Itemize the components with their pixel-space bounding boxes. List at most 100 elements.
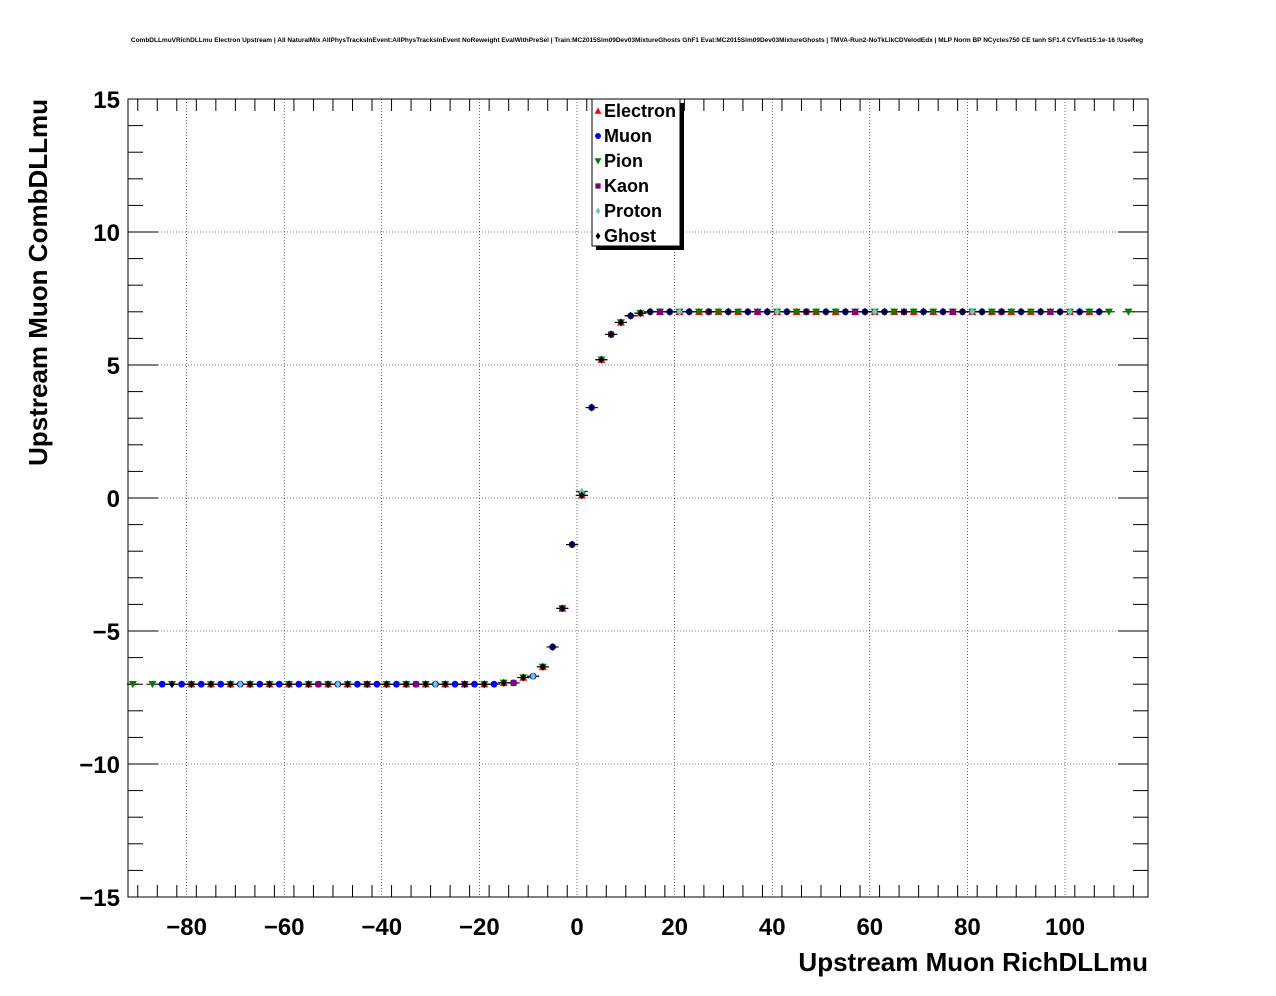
- legend-entry-pion: Pion: [594, 151, 643, 171]
- data-point-ghost: [901, 307, 907, 316]
- data-point-ghost: [266, 680, 273, 689]
- data-point-pion: [909, 308, 918, 316]
- data-point-proton: [335, 680, 341, 689]
- data-point-pion: [1007, 308, 1016, 316]
- data-point-muon: [393, 680, 400, 688]
- data-point-kaon: [510, 679, 517, 686]
- data-point-ghost: [598, 355, 605, 364]
- data-point-muon: [158, 680, 166, 688]
- data-point-pion: [695, 308, 704, 316]
- x-tick-label: −20: [459, 914, 500, 941]
- x-tick-label: −40: [361, 914, 402, 941]
- data-point-ghost: [618, 318, 624, 327]
- data-point-proton: [871, 307, 878, 316]
- data-point-ghost: [998, 307, 1005, 316]
- data-point-ghost: [705, 307, 712, 316]
- x-tick-label: 100: [1045, 914, 1085, 941]
- data-point-ghost: [305, 680, 312, 689]
- data-point-ghost: [979, 307, 985, 316]
- y-tick-label: −5: [93, 619, 120, 646]
- data-point-ghost: [481, 680, 488, 689]
- data-point-ghost: [1057, 307, 1063, 316]
- legend-box: [591, 98, 681, 247]
- data-point-ghost: [940, 307, 946, 316]
- data-point-muon: [178, 680, 186, 688]
- data-point-muon: [217, 680, 225, 688]
- legend-marker-muon: [595, 133, 601, 139]
- data-point-ghost: [383, 680, 390, 689]
- data-point-muon: [256, 680, 264, 688]
- data-point-ghost: [627, 311, 634, 320]
- data-point-pion: [1026, 308, 1035, 316]
- data-point-proton: [676, 307, 683, 316]
- data-point-muon: [373, 680, 381, 688]
- y-tick-label: 0: [107, 486, 120, 513]
- series-electron: [185, 307, 1096, 688]
- data-point-pion: [812, 308, 821, 316]
- legend-marker-electron: [594, 107, 602, 114]
- data-point-muon: [451, 680, 459, 688]
- y-tick-label: 5: [107, 353, 120, 380]
- data-point-ghost: [745, 307, 751, 316]
- data-point-ghost: [686, 307, 693, 316]
- x-tick-label: 60: [856, 914, 883, 941]
- chart-title: CombDLLmuVRichDLLmu Electron Upstream | …: [131, 37, 1143, 44]
- data-point-ghost: [247, 680, 253, 689]
- data-point-ghost: [823, 307, 829, 316]
- data-point-ghost: [286, 680, 292, 689]
- legend-entry-ghost: Ghost: [595, 226, 656, 246]
- data-point-ghost: [500, 678, 507, 687]
- data-point-ghost: [540, 662, 546, 671]
- data-point-ghost: [764, 307, 771, 316]
- data-point-ghost: [784, 307, 790, 316]
- legend-label: Proton: [604, 201, 662, 221]
- data-point-ghost: [862, 307, 868, 316]
- data-point-ghost: [422, 680, 429, 689]
- y-tick-label: −10: [79, 752, 120, 779]
- legend-label: Pion: [604, 151, 643, 171]
- data-point-ghost: [1018, 307, 1024, 316]
- data-point-muon: [197, 680, 205, 688]
- legend-label: Kaon: [604, 176, 649, 196]
- data-point-ghost: [325, 680, 331, 689]
- data-point-kaon: [754, 308, 761, 315]
- x-tick-label: −80: [166, 914, 207, 941]
- x-tick-label: 40: [759, 914, 786, 941]
- legend-entry-muon: Muon: [595, 126, 652, 146]
- data-point-muon: [275, 680, 283, 688]
- y-axis-title: Upstream Muon CombDLLmu: [23, 99, 53, 466]
- data-point-ghost: [1096, 307, 1102, 316]
- data-point-muon: [490, 680, 498, 688]
- legend-label: Ghost: [604, 226, 656, 246]
- data-point-pion: [128, 681, 137, 689]
- data-point-ghost: [344, 680, 351, 689]
- data-point-ghost: [549, 642, 556, 651]
- data-point-proton: [432, 680, 439, 689]
- legend-entry-kaon: Kaon: [595, 176, 649, 196]
- series-ghost: [165, 307, 1106, 689]
- y-tick-label: −15: [79, 885, 120, 912]
- data-point-ghost: [227, 680, 234, 689]
- data-point-kaon: [656, 308, 663, 315]
- data-point-ghost: [403, 680, 409, 689]
- data-point-kaon: [1047, 308, 1054, 315]
- data-point-ghost: [881, 307, 888, 316]
- data-point-ghost: [959, 307, 966, 316]
- data-point-proton: [774, 307, 780, 316]
- data-point-ghost: [1037, 307, 1044, 316]
- data-point-kaon: [315, 681, 322, 688]
- data-point-ghost: [1076, 307, 1083, 316]
- legend-marker-ghost: [595, 232, 601, 240]
- x-tick-label: −60: [264, 914, 305, 941]
- data-point-ghost: [579, 491, 585, 500]
- data-point-ghost: [208, 680, 214, 689]
- data-point-proton: [969, 307, 976, 316]
- data-point-ghost: [608, 330, 614, 339]
- data-point-pion: [987, 308, 996, 316]
- data-point-ghost: [803, 307, 810, 316]
- x-tick-label: 80: [954, 914, 981, 941]
- data-point-kaon: [949, 308, 956, 315]
- series-proton: [185, 307, 1076, 689]
- legend: Electron Muon Pion Kaon Proton Ghost: [591, 98, 684, 250]
